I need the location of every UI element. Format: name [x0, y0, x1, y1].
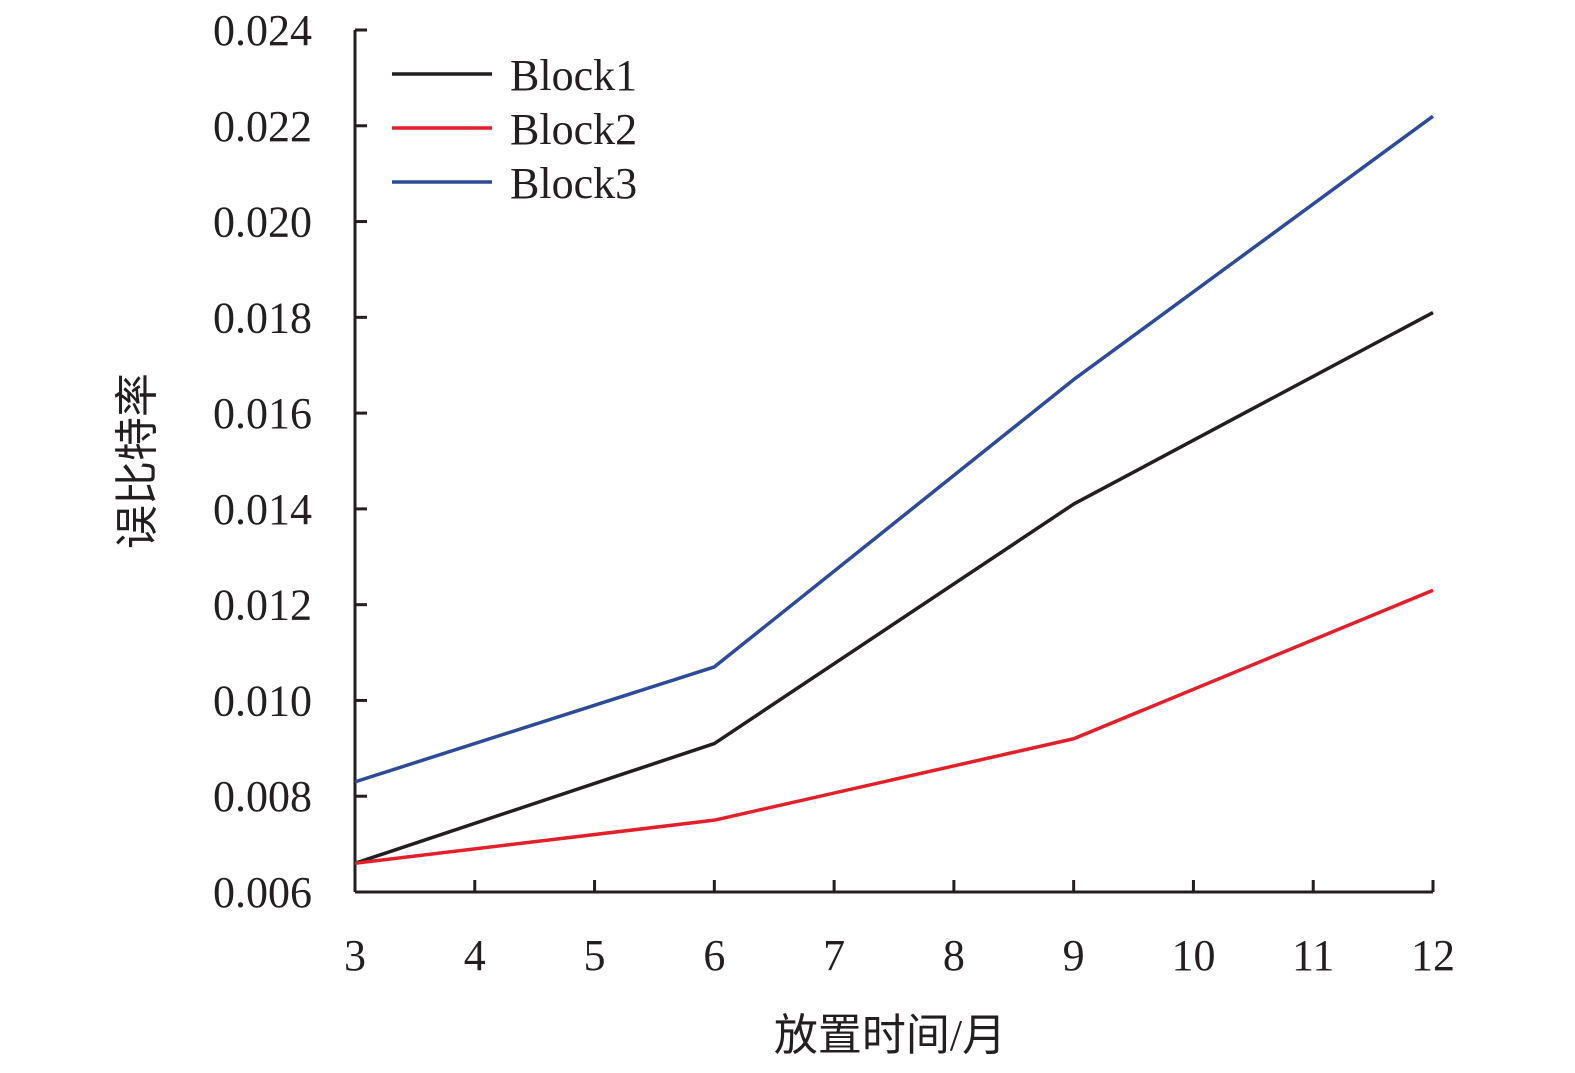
x-ticks: 3 4 5 6 7 8 9 10 11 12	[344, 880, 1455, 980]
y-tick-label: 0.012	[213, 581, 312, 630]
legend-label-block1: Block1	[510, 51, 637, 100]
x-tick-label: 5	[584, 931, 606, 980]
legend: Block1 Block2 Block3	[392, 51, 637, 208]
y-tick-label: 0.024	[213, 6, 312, 55]
y-tick-label: 0.008	[213, 772, 312, 821]
x-tick-label: 7	[823, 931, 845, 980]
x-tick-label: 6	[703, 931, 725, 980]
y-tick-label: 0.006	[213, 868, 312, 917]
y-tick-label: 0.022	[213, 102, 312, 151]
series-line-block1	[354, 311, 1434, 865]
x-tick-label: 9	[1063, 931, 1085, 980]
y-tick-label: 0.020	[213, 198, 312, 247]
y-tick-label: 0.018	[213, 293, 312, 342]
series-line-block2	[354, 588, 1434, 866]
axes	[353, 30, 1433, 894]
y-tick-label: 0.016	[213, 389, 312, 438]
x-tick-label: 8	[943, 931, 965, 980]
legend-label-block3: Block3	[510, 159, 637, 208]
x-tick-label: 4	[464, 931, 486, 980]
series-line-block3	[354, 114, 1435, 784]
x-tick-label: 12	[1411, 931, 1455, 980]
y-tick-label: 0.010	[213, 676, 312, 725]
y-ticks: 0.006 0.008 0.010 0.012 0.014 0.016 0.018 0.020…	[213, 6, 367, 917]
series-lines	[354, 114, 1435, 866]
x-tick-label: 3	[344, 931, 366, 980]
y-tick-label: 0.014	[213, 485, 312, 534]
x-tick-label: 11	[1292, 931, 1334, 980]
y-axis-title: 误比特率	[113, 373, 162, 549]
x-tick-label: 10	[1171, 931, 1215, 980]
x-axis-title: 放置时间/月	[774, 1011, 1006, 1060]
legend-label-block2: Block2	[510, 105, 637, 154]
